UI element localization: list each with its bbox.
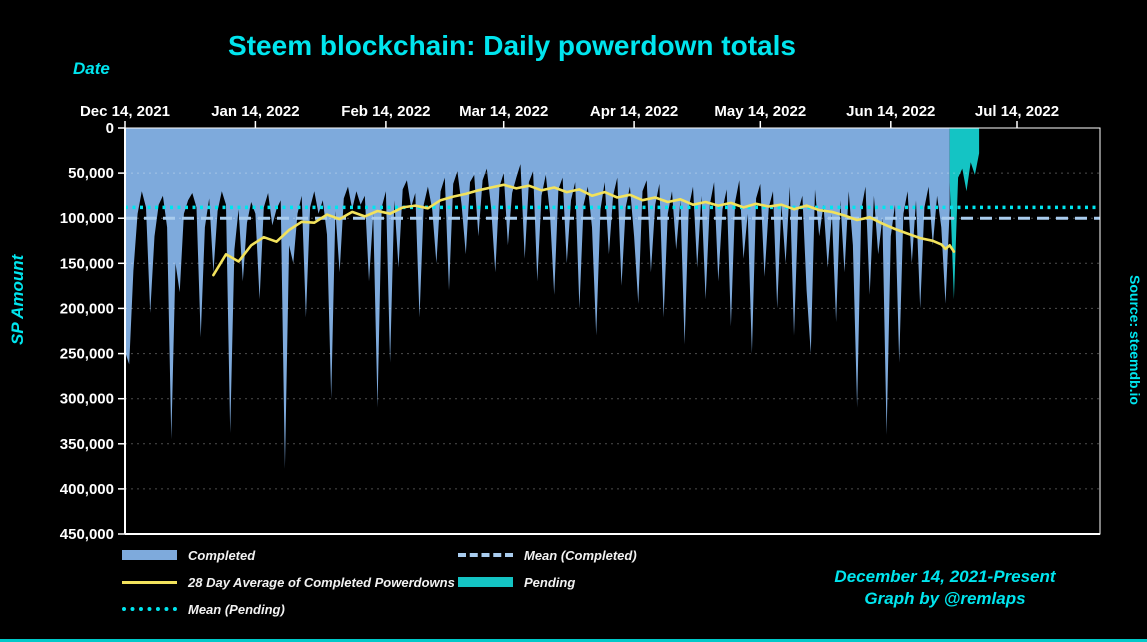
legend-label-mean-pending: Mean (Pending) — [188, 601, 285, 617]
legend-item-mean-pending: Mean (Pending) — [122, 600, 285, 618]
x-tick-label: Jan 14, 2022 — [211, 103, 299, 120]
mean-pending-swatch — [122, 607, 177, 611]
date-range-note: December 14, 2021-Present — [834, 567, 1056, 586]
bottom-border — [0, 639, 1147, 642]
avg28-line — [212, 183, 956, 277]
y-tick-label: 400,000 — [60, 481, 114, 498]
legend-item-avg28: 28 Day Average of Completed Powerdowns — [122, 573, 455, 591]
y-tick-label: 0 — [106, 120, 114, 137]
completed-area — [125, 128, 950, 469]
mean-completed-swatch — [458, 553, 513, 557]
legend-item-pending: Pending — [458, 573, 575, 591]
page-title: Steem blockchain: Daily powerdown totals — [228, 30, 796, 61]
y-axis-title: SP Amount — [8, 254, 27, 346]
legend-label-completed: Completed — [188, 547, 256, 563]
y-tick-label: 50,000 — [68, 165, 114, 182]
legend-label-mean-completed: Mean (Completed) — [524, 547, 637, 563]
x-tick-label: Apr 14, 2022 — [590, 103, 678, 120]
x-axis-title: Date — [73, 59, 110, 78]
x-tick-label: Jun 14, 2022 — [846, 103, 935, 120]
legend-label-avg28: 28 Day Average of Completed Powerdowns — [188, 574, 455, 590]
y-tick-label: 150,000 — [60, 255, 114, 272]
y-tick-label: 250,000 — [60, 346, 114, 363]
y-tick-label: 300,000 — [60, 391, 114, 408]
y-tick-label: 200,000 — [60, 300, 114, 317]
x-tick-label: Dec 14, 2021 — [80, 103, 170, 120]
source-note: Source: steemdb.io — [1127, 275, 1143, 405]
x-tick-label: Jul 14, 2022 — [975, 103, 1059, 120]
x-tick-label: May 14, 2022 — [714, 103, 806, 120]
y-tick-label: 350,000 — [60, 436, 114, 453]
author-note: Graph by @remlaps — [864, 589, 1026, 609]
pending-swatch — [458, 577, 513, 587]
attribution: December 14, 2021-Present Graph by @reml… — [790, 566, 1100, 611]
legend-item-mean-completed: Mean (Completed) — [458, 546, 637, 564]
legend-item-completed: Completed — [122, 546, 255, 564]
completed-swatch — [122, 550, 177, 560]
x-tick-label: Feb 14, 2022 — [341, 103, 430, 120]
x-tick-label: Mar 14, 2022 — [459, 103, 548, 120]
y-tick-label: 100,000 — [60, 210, 114, 227]
pending-area — [949, 128, 980, 300]
y-tick-label: 450,000 — [60, 526, 114, 543]
avg28-swatch — [122, 580, 177, 584]
legend-label-pending: Pending — [524, 574, 576, 590]
